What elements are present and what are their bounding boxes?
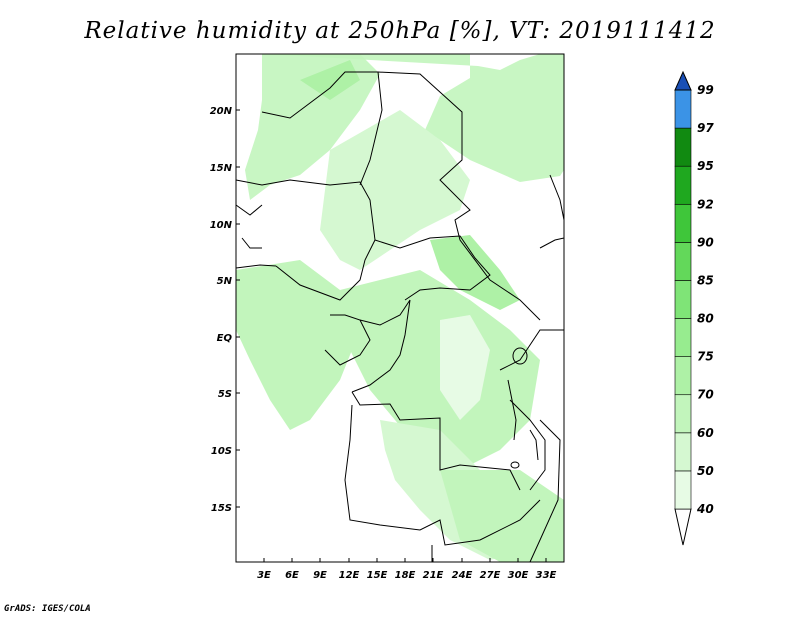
colorbar-segment — [674, 203, 692, 243]
humidity-shading — [236, 54, 564, 562]
lon-tick-label: 12E — [339, 570, 360, 581]
colorbar-label: 60 — [697, 426, 714, 440]
colorbar: 40 50 60 70 75 80 85 90 92 95 97 99 — [674, 70, 714, 546]
colorbar-segment — [674, 89, 692, 129]
colorbar-label: 50 — [697, 464, 714, 478]
colorbar-label: 90 — [697, 235, 714, 249]
colorbar-low-arrow — [674, 508, 692, 546]
colorbar-label: 92 — [697, 197, 714, 211]
colorbar-segment — [674, 165, 692, 205]
colorbar-high-arrow — [674, 70, 692, 91]
map-title: Relative humidity at 250hPa [%], VT: 201… — [84, 18, 716, 44]
lon-tick-label: 21E — [423, 570, 444, 581]
grads-credit: GrADS: IGES/COLA — [4, 604, 91, 614]
map-frame — [235, 53, 565, 563]
lat-tick-label: 5N — [217, 276, 233, 287]
lat-tick-label: EQ — [217, 333, 233, 344]
lon-tick-label: 33E — [536, 570, 557, 581]
lon-tick-label: 6E — [285, 570, 299, 581]
lat-tick-label: 5S — [218, 389, 232, 400]
colorbar-label: 75 — [697, 350, 714, 364]
lon-tick-label: 15E — [367, 570, 388, 581]
lat-axis: 20N 15N 10N 5N EQ 5S 10S 15S — [210, 106, 240, 514]
colorbar-segment — [674, 356, 692, 396]
map-panel — [235, 53, 565, 563]
colorbar-segment — [674, 394, 692, 434]
lon-tick-label: 27E — [480, 570, 501, 581]
colorbar-segment — [674, 242, 692, 281]
lon-tick-label: 3E — [257, 570, 271, 581]
lat-tick-label: 15S — [211, 503, 232, 514]
colorbar-label: 80 — [697, 312, 714, 326]
colorbar-segment — [674, 318, 692, 357]
colorbar-segment — [674, 432, 692, 472]
country-borders — [235, 71, 565, 563]
colorbar-label: 97 — [697, 121, 714, 135]
colorbar-segment — [674, 127, 692, 167]
lakes — [507, 347, 539, 469]
lon-tick-label: 9E — [313, 570, 327, 581]
lat-tick-label: 10N — [210, 220, 233, 231]
lon-tick-label: 24E — [452, 570, 473, 581]
lon-axis: 3E 6E 9E 12E 15E 18E 21E 24E 27E 30E 33E — [257, 558, 557, 581]
lat-tick-label: 15N — [210, 163, 233, 174]
colorbar-segment — [674, 470, 692, 510]
colorbar-label: 40 — [696, 502, 714, 516]
colorbar-label: 99 — [697, 83, 714, 97]
lon-tick-label: 30E — [508, 570, 529, 581]
colorbar-label: 70 — [697, 388, 714, 402]
lat-tick-label: 10S — [211, 446, 232, 457]
lon-tick-label: 18E — [395, 570, 416, 581]
colorbar-label: 95 — [697, 159, 714, 173]
colorbar-label: 85 — [697, 273, 714, 287]
lat-tick-label: 20N — [210, 106, 233, 117]
colorbar-segment — [674, 280, 692, 319]
